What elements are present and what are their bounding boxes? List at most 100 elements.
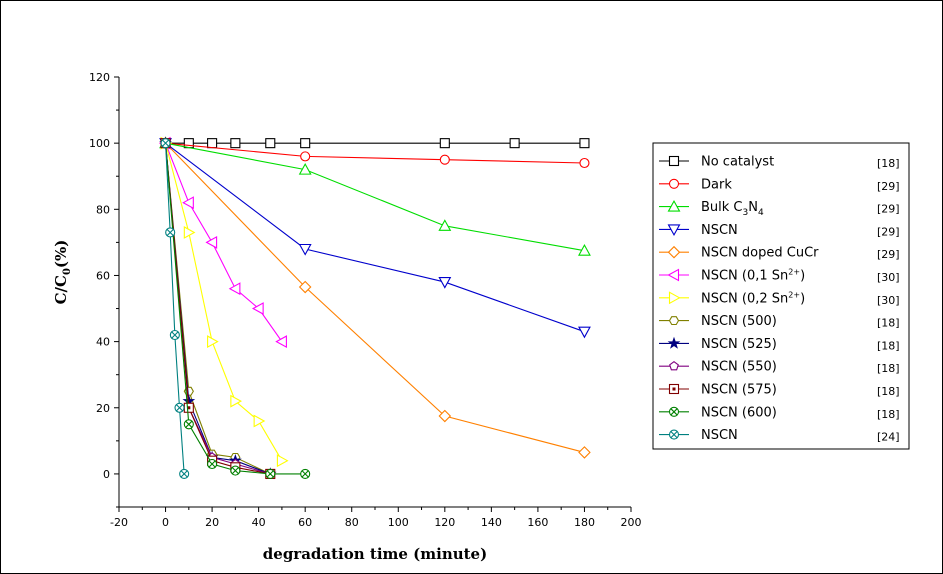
marker-cross	[231, 467, 239, 475]
data-point	[439, 138, 450, 149]
legend-reference: [18]	[877, 157, 900, 170]
legend-label: NSCN doped CuCr	[701, 246, 819, 261]
series-5	[158, 136, 287, 349]
data-point	[265, 138, 276, 149]
legend-label: Dark	[701, 177, 732, 192]
legend-entry: NSCN [24]	[659, 428, 900, 444]
series-4	[159, 136, 591, 459]
series-3	[159, 138, 591, 339]
legend-reference: [30]	[877, 271, 900, 284]
legend-reference: [18]	[877, 339, 900, 352]
x-tick-label: 20	[205, 516, 219, 529]
legend-marker	[669, 361, 679, 371]
legend: No catalyst [18]Dark [29]Bulk C3N4 [29]NSCN…	[652, 142, 910, 450]
data-point	[183, 226, 196, 239]
legend-reference: [29]	[877, 248, 900, 261]
data-point	[578, 446, 591, 459]
legend-label: NSCN (575)	[701, 383, 777, 398]
legend-reference: [18]	[877, 408, 900, 421]
legend-label: NSCN (600)	[701, 405, 777, 420]
x-tick-label: 80	[345, 516, 359, 529]
data-point	[230, 394, 243, 408]
legend-marker	[667, 268, 680, 282]
y-tick-label: 120	[89, 71, 110, 84]
marker-cross	[670, 431, 678, 438]
data-point	[205, 235, 218, 249]
legend-label: NSCN (0,2 Sn2+)	[701, 290, 805, 306]
legend-marker	[668, 178, 680, 189]
data-point	[579, 138, 590, 149]
data-point	[300, 151, 311, 162]
series-2	[159, 136, 591, 256]
x-tick-label: 40	[252, 516, 266, 529]
legend-marker	[667, 199, 681, 212]
legend-entry: NSCN (575) [18]	[659, 383, 900, 398]
legend-entry: No catalyst [18]	[659, 155, 900, 170]
y-tick-label: 60	[96, 269, 110, 282]
series-0	[160, 138, 590, 149]
legend-entry: NSCN [29]	[659, 223, 900, 238]
series-line	[165, 142, 585, 252]
legend-marker	[668, 155, 680, 167]
legend-label: NSCN (550)	[701, 360, 777, 375]
legend-marker	[667, 224, 681, 237]
data-point	[509, 138, 520, 149]
legend-entry: NSCN (600) [18]	[659, 405, 900, 421]
data-point	[207, 335, 219, 349]
legend-reference: [29]	[877, 225, 900, 238]
data-point	[439, 154, 450, 165]
data-point	[275, 335, 287, 349]
data-point	[578, 244, 591, 256]
data-point	[300, 138, 311, 149]
legend-entry: Bulk C3N4 [29]	[659, 199, 900, 218]
x-tick-label: 100	[388, 516, 409, 529]
data-point	[579, 157, 590, 169]
data-point	[253, 414, 266, 428]
marker-center	[672, 387, 676, 391]
series-line	[165, 143, 283, 461]
y-tick-label: 100	[89, 137, 110, 150]
legend-box	[652, 142, 910, 450]
x-tick-label: 60	[298, 516, 312, 529]
marker-cross	[301, 470, 309, 478]
legend-entry: NSCN (500) [18]	[659, 314, 900, 330]
series-line	[165, 142, 585, 453]
series-12	[160, 138, 190, 479]
data-point	[230, 138, 241, 149]
legend-reference: [29]	[877, 203, 900, 216]
data-point	[438, 277, 452, 289]
legend-reference: [18]	[877, 317, 900, 330]
x-axis-title: degradation time (minute)	[263, 545, 487, 563]
legend-entry: NSCN doped CuCr [29]	[659, 245, 900, 261]
data-point	[298, 162, 312, 175]
marker-cross	[670, 408, 678, 416]
legend-label: NSCN (0,1 Sn2+)	[701, 268, 805, 284]
legend-reference: [29]	[877, 180, 900, 193]
marker-center	[187, 406, 191, 410]
axes: -20 0 20 40 60 80 100 120 140 160 180 200 0 20 40 60 80 1…	[52, 71, 642, 563]
x-tick-label: 140	[481, 516, 502, 529]
legend-marker	[667, 336, 681, 349]
legend-reference: [30]	[877, 294, 900, 307]
marker-cross	[176, 404, 183, 412]
legend-label: NSCN (525)	[701, 337, 777, 352]
legend-entry: NSCN (550) [18]	[659, 360, 900, 375]
legend-entry: Dark [29]	[659, 177, 900, 193]
series-group	[158, 136, 591, 480]
y-tick-label: 20	[96, 402, 110, 415]
legend-entry: NSCN (525) [18]	[659, 336, 900, 352]
data-point	[183, 138, 194, 149]
data-point	[251, 302, 264, 315]
legend-marker	[667, 245, 681, 259]
y-tick-label: 0	[103, 468, 110, 481]
data-point	[438, 409, 452, 423]
marker-cross	[208, 460, 216, 468]
marker-cross	[171, 331, 179, 339]
series-line	[165, 143, 306, 475]
marker-cross	[266, 470, 274, 478]
marker-cross	[162, 139, 169, 147]
x-tick-label: 160	[527, 516, 548, 529]
data-point	[578, 326, 591, 339]
x-tick-label: 0	[162, 516, 169, 529]
